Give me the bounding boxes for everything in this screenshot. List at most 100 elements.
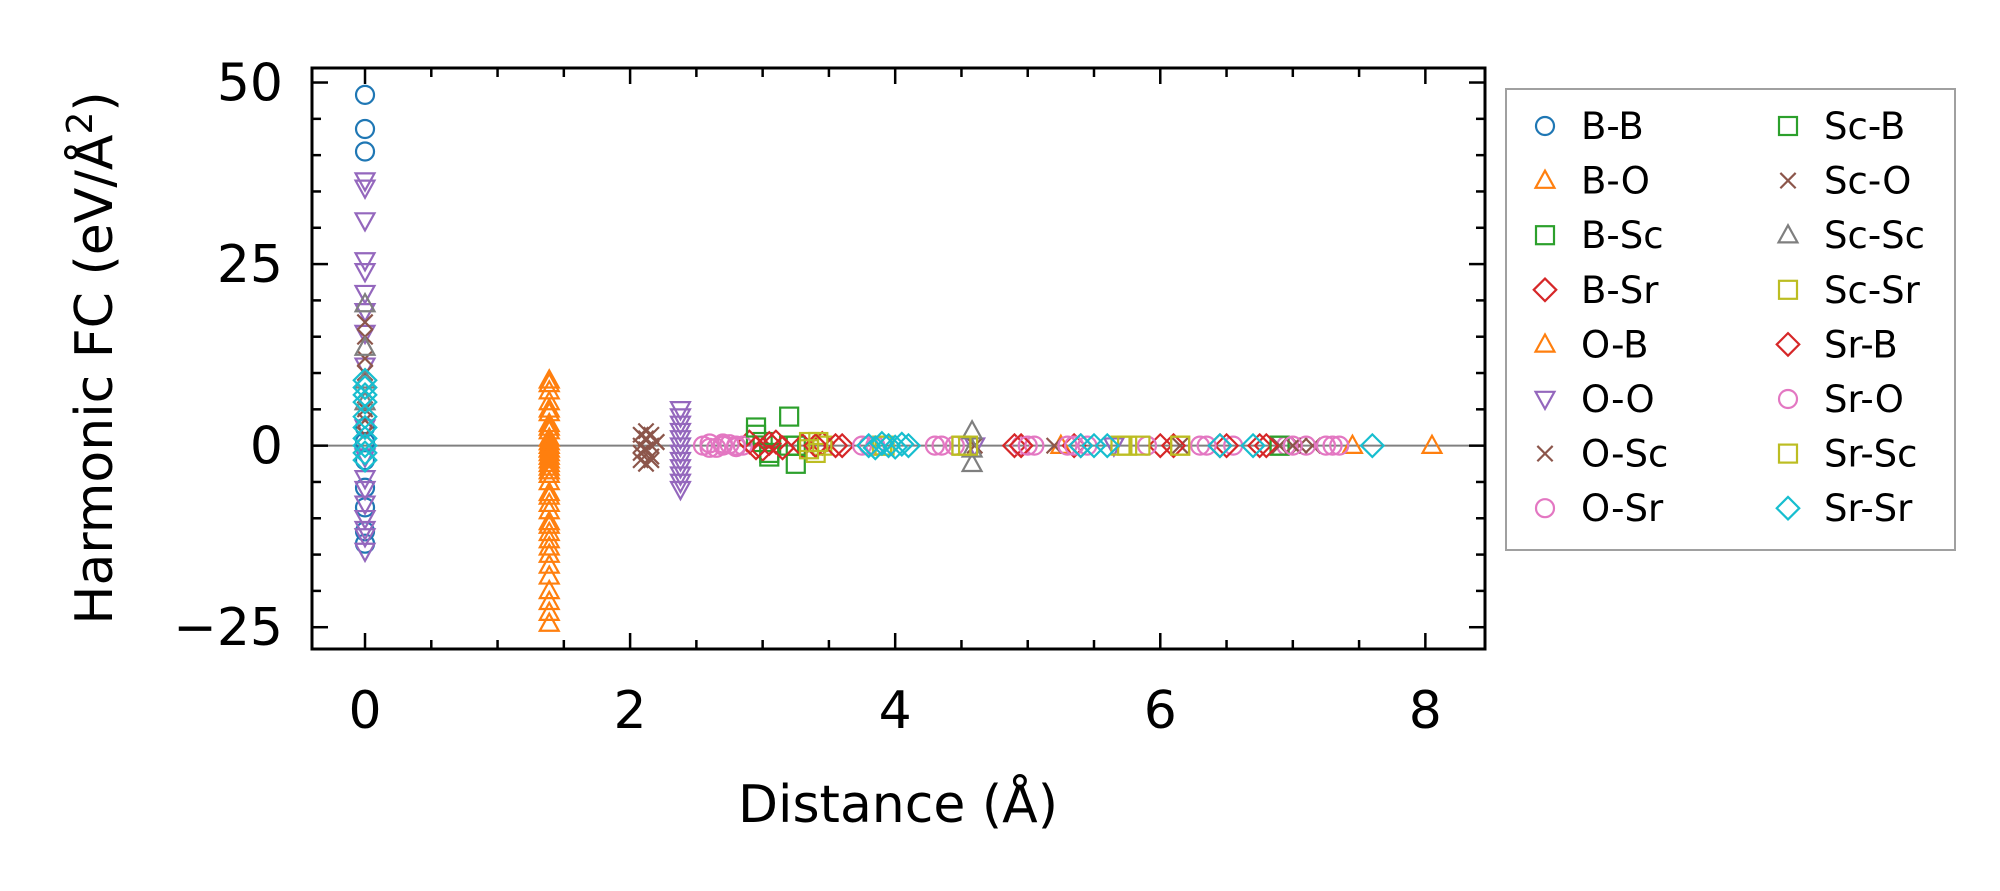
marker-o-sr bbox=[1057, 435, 1078, 456]
marker-sr-sr bbox=[1094, 432, 1121, 459]
marker-sc-sc bbox=[353, 368, 377, 389]
marker-sr-sr bbox=[889, 431, 915, 458]
x-tick-label: 4 bbox=[879, 681, 912, 741]
marker-sr-sr bbox=[352, 447, 378, 473]
marker-sr-o bbox=[726, 435, 747, 456]
marker-sr-sr bbox=[875, 432, 902, 459]
marker-sr-sc bbox=[808, 431, 829, 453]
legend-label: O-B bbox=[1581, 323, 1649, 366]
marker-o-o bbox=[353, 252, 377, 273]
marker-o-o bbox=[353, 495, 377, 516]
legend-marker-o-sc bbox=[1536, 445, 1554, 463]
legend-label: Sr-B bbox=[1824, 323, 1898, 366]
marker-o-o bbox=[353, 528, 377, 549]
marker-sc-sr bbox=[1130, 435, 1151, 456]
marker-b-o bbox=[537, 444, 561, 465]
marker-b-o bbox=[537, 389, 561, 411]
marker-sc-b bbox=[779, 406, 800, 427]
marker-b-o bbox=[537, 455, 561, 476]
legend-label: Sr-O bbox=[1824, 378, 1904, 421]
marker-b-o bbox=[537, 498, 561, 520]
marker-sc-o bbox=[1284, 437, 1302, 455]
y-tick-label: 50 bbox=[217, 54, 283, 114]
y-axis-label: Harmonic FC (eV/Å2) bbox=[60, 91, 125, 624]
marker-o-o bbox=[669, 459, 692, 480]
marker-sc-b bbox=[1269, 435, 1290, 456]
marker-b-o bbox=[537, 564, 561, 585]
x-tick-label: 6 bbox=[1144, 681, 1177, 741]
marker-o-o bbox=[353, 509, 377, 531]
x-tick-labels: 0 2 4 6 8 bbox=[348, 681, 1441, 741]
marker-sr-o bbox=[1196, 435, 1217, 456]
marker-b-sr bbox=[1001, 432, 1028, 459]
marker-sr-sc bbox=[951, 435, 972, 456]
marker-sr-sr bbox=[352, 432, 378, 459]
marker-sr-sr bbox=[1240, 432, 1266, 459]
marker-b-o bbox=[537, 527, 561, 549]
legend-label: B-O bbox=[1581, 160, 1650, 203]
y-tick-label: 0 bbox=[250, 417, 283, 477]
x-tick-label: 8 bbox=[1409, 681, 1442, 741]
marker-o-sr bbox=[851, 435, 873, 456]
marker-sr-sr bbox=[855, 432, 882, 459]
marker-o-o bbox=[669, 444, 692, 466]
marker-sc-sr bbox=[805, 442, 826, 464]
marker-o-o bbox=[669, 480, 692, 502]
marker-sr-o bbox=[1315, 435, 1337, 456]
legend-marker-sc-b bbox=[1777, 115, 1799, 137]
legend-frame bbox=[1505, 88, 1956, 551]
legend-marker-sc-sc bbox=[1776, 223, 1800, 244]
marker-o-o bbox=[669, 422, 692, 444]
marker-b-b bbox=[354, 141, 376, 162]
marker-sc-o bbox=[648, 433, 666, 451]
marker-b-sr bbox=[1147, 432, 1174, 459]
marker-b-o bbox=[537, 469, 561, 491]
marker-sr-sc bbox=[874, 435, 895, 456]
marker-b-o bbox=[537, 448, 561, 469]
marker-o-o bbox=[669, 437, 692, 458]
y-tick-label: 25 bbox=[217, 235, 283, 295]
marker-sc-b bbox=[759, 442, 780, 464]
marker-b-o bbox=[537, 589, 561, 611]
marker-sc-o bbox=[642, 451, 660, 469]
marker-sc-sc bbox=[960, 451, 984, 473]
plot-frame bbox=[310, 66, 1487, 651]
legend-marker-o-o bbox=[1533, 390, 1557, 412]
marker-o-sc bbox=[642, 448, 660, 465]
marker-sr-sr bbox=[882, 434, 908, 460]
marker-b-sr bbox=[1246, 432, 1273, 459]
marker-sr-b bbox=[743, 435, 769, 461]
marker-o-o bbox=[669, 473, 692, 495]
marker-b-b bbox=[354, 118, 376, 140]
marker-sr-o bbox=[1017, 435, 1038, 456]
x-tick-label: 2 bbox=[614, 681, 647, 741]
marker-o-o bbox=[669, 401, 692, 422]
legend-marker-sr-b bbox=[1775, 331, 1801, 358]
legend-marker-b-b bbox=[1534, 115, 1556, 137]
marker-b-sr bbox=[829, 432, 855, 459]
marker-sc-b bbox=[785, 453, 806, 474]
marker-o-o bbox=[353, 263, 377, 284]
marker-sr-sr bbox=[869, 430, 895, 457]
marker-b-sr bbox=[749, 436, 776, 463]
marker-sc-sr bbox=[812, 435, 833, 456]
marker-sr-b bbox=[1253, 432, 1280, 459]
marker-o-b bbox=[537, 513, 561, 534]
plot-area bbox=[312, 68, 1485, 649]
legend-label: Sc-B bbox=[1824, 105, 1905, 148]
marker-o-o bbox=[669, 415, 692, 437]
marker-sc-sc bbox=[353, 291, 377, 313]
marker-o-b bbox=[537, 458, 561, 480]
marker-o-o bbox=[669, 451, 692, 473]
x-tick-label: 0 bbox=[348, 681, 381, 741]
marker-sr-b bbox=[802, 432, 829, 459]
legend-label: Sc-Sr bbox=[1824, 269, 1921, 312]
marker-o-sr bbox=[1011, 435, 1032, 456]
axis-ticks bbox=[312, 68, 1485, 649]
legend-marker-sr-sc bbox=[1777, 443, 1799, 464]
marker-o-b bbox=[537, 437, 561, 458]
legend-marker-o-b bbox=[1533, 332, 1557, 353]
marker-b-o bbox=[537, 611, 561, 632]
y-tick-labels: −25 0 25 50 bbox=[173, 54, 283, 659]
